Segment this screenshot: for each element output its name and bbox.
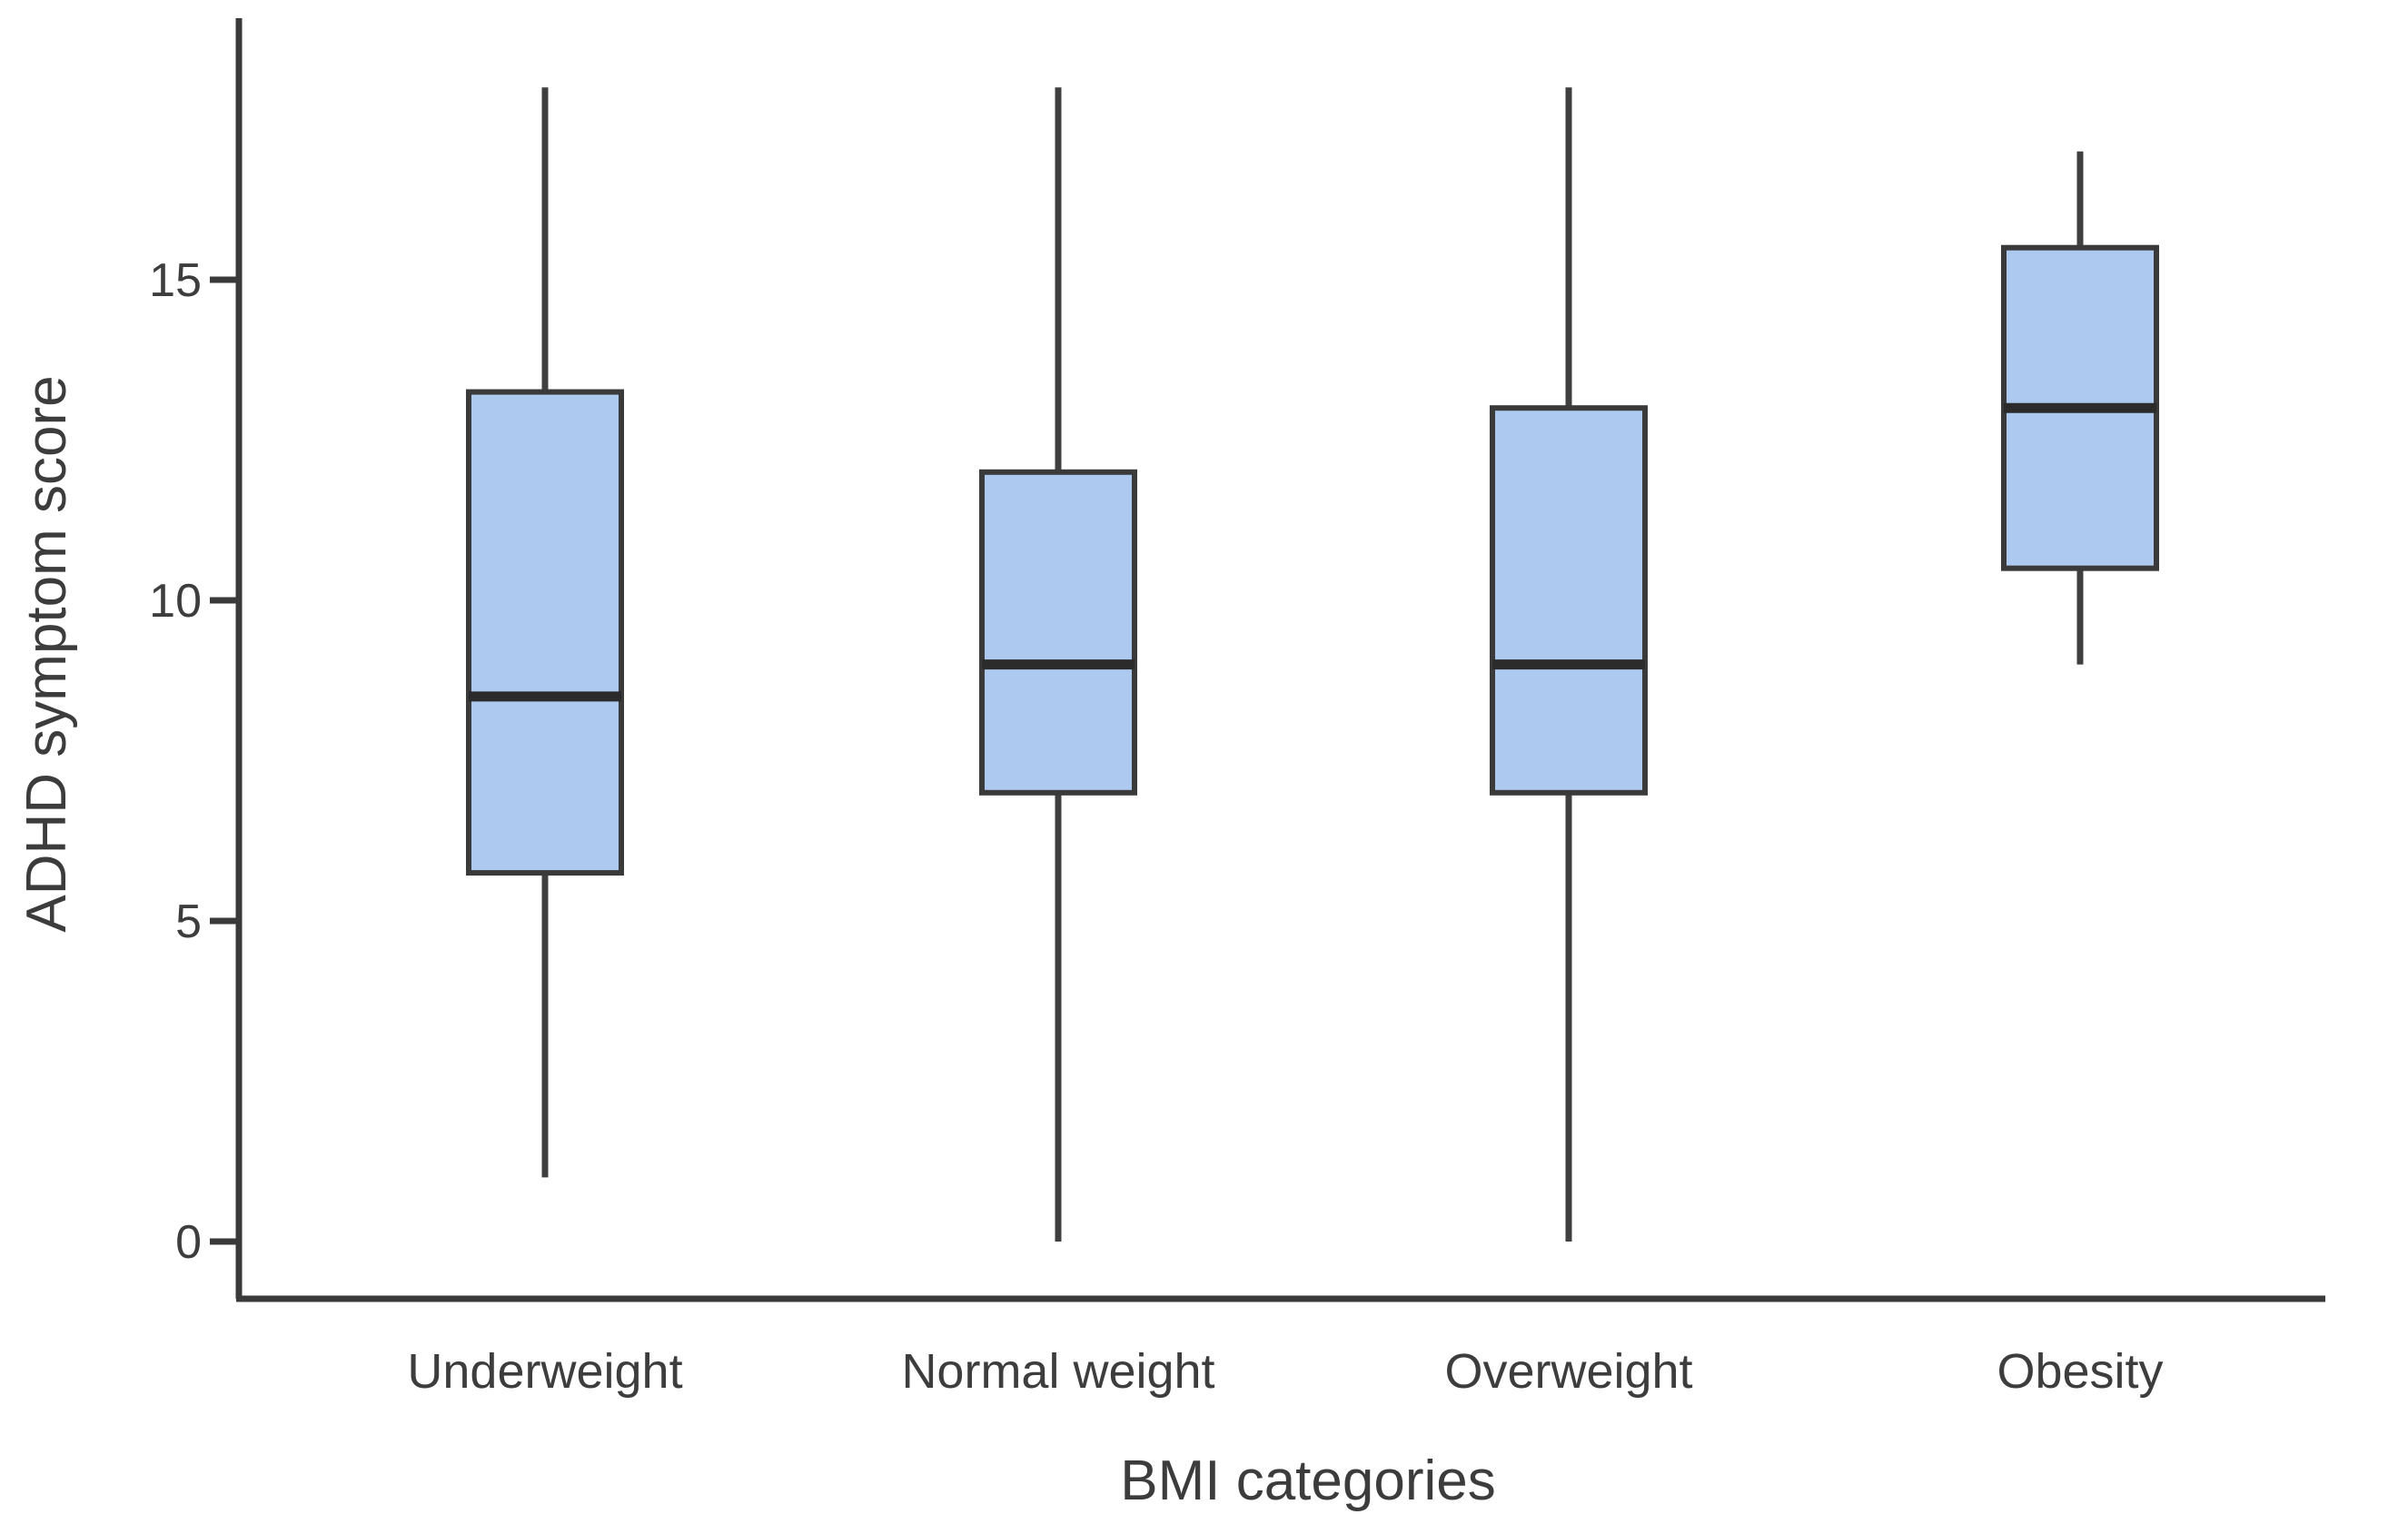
y-tick-label: 5	[175, 896, 202, 948]
x-axis-title: BMI categories	[1120, 1450, 1496, 1512]
x-category-label: Overweight	[1444, 1344, 1692, 1399]
box-iqr	[466, 389, 624, 876]
y-tick-label: 0	[175, 1216, 202, 1269]
y-tick-label: 15	[149, 254, 202, 307]
x-category-label: Obesity	[1997, 1344, 2163, 1399]
x-category-label: Underweight	[407, 1344, 682, 1399]
box-iqr	[1490, 405, 1648, 796]
box-iqr	[979, 469, 1137, 796]
y-tick-label: 10	[149, 575, 202, 628]
y-axis-title: ADHD symptom score	[15, 375, 78, 933]
x-category-label: Normal weight	[901, 1344, 1214, 1399]
